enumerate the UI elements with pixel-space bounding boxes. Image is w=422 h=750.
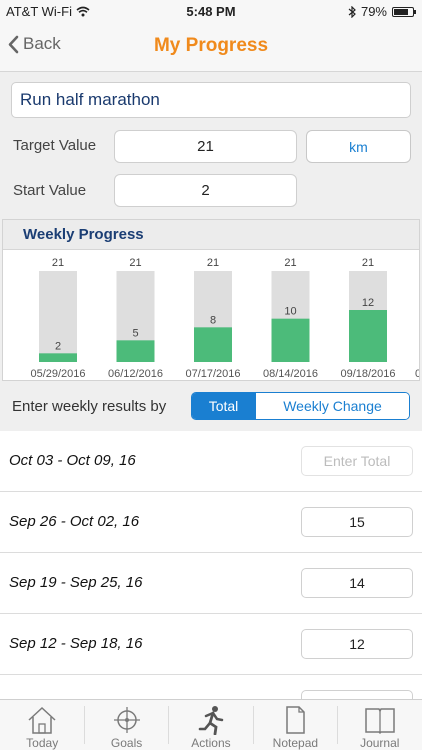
tab-divider: [337, 706, 338, 744]
bar-value-label: 12: [362, 297, 374, 309]
progress-bar: [271, 318, 310, 362]
week-row[interactable]: [0, 675, 422, 699]
battery-icon: [392, 6, 416, 17]
x-tick-label: 05/29/2016: [30, 368, 85, 380]
bluetooth-icon: [348, 5, 356, 18]
notepad-icon: [286, 706, 306, 734]
bar-value-label: 2: [55, 340, 61, 352]
tab-label: Notepad: [272, 736, 319, 750]
week-total-input[interactable]: 14: [301, 568, 413, 598]
target-track-bar: [39, 271, 77, 362]
bar-value-label: 10: [284, 306, 296, 318]
progress-bar: [349, 310, 387, 362]
tab-divider: [168, 706, 169, 744]
week-total-value: 14: [349, 575, 365, 591]
battery-percent: 79%: [360, 4, 387, 19]
wifi-icon: [76, 6, 90, 17]
week-range-label: Oct 03 - Oct 09, 16: [9, 452, 136, 469]
week-row[interactable]: Sep 26 - Oct 02, 16 15: [0, 492, 422, 553]
back-button[interactable]: Back: [8, 34, 61, 54]
weekly-progress-panel: Weekly Progress 21 2 05/29/2016 21 5 06/12/20…: [2, 219, 420, 381]
target-value-label: Target Value: [13, 137, 97, 154]
x-tick-label: 08/14/2016: [263, 368, 318, 380]
x-tick-label: 07/17/2016: [185, 368, 240, 380]
week-total-input[interactable]: [301, 690, 413, 699]
carrier-label: AT&T Wi-Fi: [6, 4, 72, 19]
crosshair-icon: [113, 707, 140, 733]
weekly-progress-title: Weekly Progress: [23, 226, 144, 243]
segment-weekly-change[interactable]: Weekly Change: [255, 393, 409, 419]
week-range-label: Sep 26 - Oct 02, 16: [9, 513, 140, 530]
start-value-field[interactable]: 2: [114, 174, 297, 207]
week-total-value: 15: [349, 514, 365, 530]
weekly-progress-header: Weekly Progress: [3, 220, 419, 250]
runner-icon: [198, 706, 224, 735]
entry-mode-label: Enter weekly results by: [12, 398, 167, 415]
tab-goals[interactable]: Goals: [84, 700, 168, 750]
tab-actions[interactable]: Actions: [169, 700, 253, 750]
progress-bar: [39, 353, 77, 362]
tab-bar: Today Goals Actions Notepad Journal: [0, 699, 422, 750]
status-time: 5:48 PM: [186, 4, 236, 19]
back-label: Back: [23, 34, 61, 53]
tab-label: Goals: [110, 736, 143, 750]
week-row[interactable]: Oct 03 - Oct 09, 16 Enter Total: [0, 431, 422, 492]
week-total-input[interactable]: Enter Total: [301, 446, 413, 476]
week-total-input[interactable]: 12: [301, 629, 413, 659]
target-value-label: 21: [207, 257, 219, 269]
tab-label: Journal: [360, 736, 400, 750]
week-total-value: 12: [349, 636, 365, 652]
target-value-field[interactable]: 21: [114, 130, 297, 163]
weekly-progress-chart[interactable]: 21205/29/201621506/12/201621807/17/20162…: [3, 250, 420, 381]
page-title: My Progress: [153, 35, 269, 56]
start-value-text: 2: [201, 182, 210, 199]
week-row[interactable]: Sep 19 - Sep 25, 16 14: [0, 553, 422, 614]
status-bar: AT&T Wi-Fi 5:48 PM 79%: [0, 0, 422, 22]
tab-label: Today: [26, 736, 59, 750]
target-value-label: 21: [284, 257, 296, 269]
tab-divider: [253, 706, 254, 744]
start-value-label: Start Value: [13, 182, 87, 199]
nav-bar: Back My Progress: [0, 22, 422, 72]
tab-label: Actions: [191, 736, 231, 750]
goal-name-text: Run half marathon: [20, 90, 160, 109]
week-range-label: Sep 19 - Sep 25, 16: [9, 574, 143, 591]
book-icon: [365, 708, 395, 735]
x-tick-label: 06/12/2016: [108, 368, 163, 380]
week-row[interactable]: Sep 12 - Sep 18, 16 12: [0, 614, 422, 675]
progress-bar: [116, 340, 155, 362]
goal-name-field[interactable]: Run half marathon: [11, 82, 411, 118]
segment-total[interactable]: Total: [192, 393, 255, 419]
tab-journal[interactable]: Journal: [338, 700, 422, 750]
target-value-label: 21: [362, 257, 374, 269]
bar-value-label: 5: [132, 327, 138, 339]
x-tick-label: 09/18/2016: [340, 368, 395, 380]
unit-selector-button[interactable]: km: [306, 130, 411, 163]
target-value-label: 21: [129, 257, 141, 269]
week-range-label: Sep 12 - Sep 18, 16: [9, 635, 143, 652]
chevron-left-icon: [8, 35, 19, 53]
progress-bar: [194, 327, 232, 362]
week-total-placeholder: Enter Total: [323, 453, 391, 469]
tab-divider: [84, 706, 85, 744]
bar-value-label: 8: [210, 314, 216, 326]
tab-today[interactable]: Today: [0, 700, 84, 750]
target-value-label: 21: [52, 257, 64, 269]
tab-notepad[interactable]: Notepad: [253, 700, 337, 750]
x-tick-label: 0: [415, 368, 420, 380]
house-icon: [28, 706, 56, 734]
target-value-text: 21: [197, 138, 214, 155]
week-total-input[interactable]: 15: [301, 507, 413, 537]
unit-label: km: [349, 138, 368, 155]
weekly-results-list: Oct 03 - Oct 09, 16 Enter Total Sep 26 -…: [0, 431, 422, 699]
entry-mode-segmented-control[interactable]: Total Weekly Change: [191, 392, 410, 420]
